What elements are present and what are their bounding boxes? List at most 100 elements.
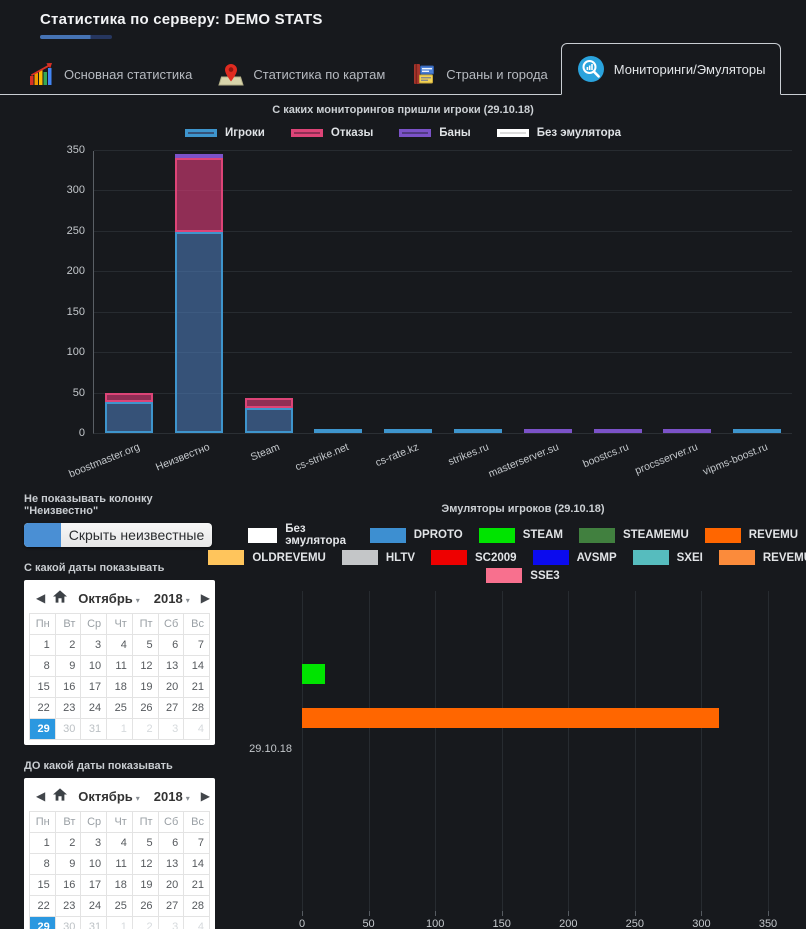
calendar-to-day-2[interactable]: 2	[132, 917, 158, 929]
calendar-from-day-30[interactable]: 30	[55, 719, 81, 739]
legend-item-Игроки[interactable]: Игроки	[184, 127, 265, 139]
legend-item-REVEMU2013[interactable]: REVEMU2013	[718, 550, 806, 565]
calendar-to-day-14[interactable]: 14	[184, 854, 209, 874]
tab-2[interactable]: Статистика по картам	[205, 54, 398, 94]
calendar-from-day-31[interactable]: 31	[81, 719, 107, 739]
calendar-from-day-16[interactable]: 16	[55, 677, 81, 697]
calendar-to-day-18[interactable]: 18	[107, 875, 132, 895]
legend-item-Без эмулятора[interactable]: Без эмулятора	[248, 523, 354, 547]
calendar-from-day-7[interactable]: 7	[184, 635, 209, 655]
calendar-from-day-24[interactable]: 24	[81, 698, 107, 718]
calendar-from-month-select[interactable]: Октябрь ▾	[78, 591, 140, 606]
calendar-to-day-24[interactable]: 24	[81, 896, 107, 916]
calendar-from-day-8[interactable]: 8	[30, 656, 55, 676]
calendar-to-day-4[interactable]: 4	[107, 833, 132, 853]
calendar-from-day-4[interactable]: 4	[184, 719, 209, 739]
calendar-from-day-20[interactable]: 20	[158, 677, 184, 697]
calendar-to-month-select[interactable]: Октябрь ▾	[78, 789, 140, 804]
calendar-from-day-2[interactable]: 2	[55, 635, 81, 655]
calendar-from-day-15[interactable]: 15	[30, 677, 55, 697]
calendar-from-day-3[interactable]: 3	[158, 719, 184, 739]
calendar-to-prev-button[interactable]: ◀	[32, 789, 49, 803]
calendar-to-day-7[interactable]: 7	[184, 833, 209, 853]
legend-item-Отказы[interactable]: Отказы	[290, 127, 373, 139]
calendar-from-day-12[interactable]: 12	[132, 656, 158, 676]
calendar-to-day-28[interactable]: 28	[184, 896, 209, 916]
legend-item-Без эмулятора[interactable]: Без эмулятора	[496, 127, 621, 139]
calendar-from-day-23[interactable]: 23	[55, 698, 81, 718]
calendar-from-day-25[interactable]: 25	[107, 698, 132, 718]
legend-item-SSE3[interactable]: SSE3	[486, 568, 560, 583]
calendar-from-day-27[interactable]: 27	[158, 698, 184, 718]
calendar-to-day-5[interactable]: 5	[132, 833, 158, 853]
calendar-from-day-11[interactable]: 11	[107, 656, 132, 676]
calendar-to-day-10[interactable]: 10	[81, 854, 107, 874]
legend-item-Баны[interactable]: Баны	[399, 127, 471, 139]
calendar-to-day-26[interactable]: 26	[132, 896, 158, 916]
calendar-to-day-11[interactable]: 11	[107, 854, 132, 874]
calendar-from-day-3[interactable]: 3	[81, 635, 107, 655]
calendar-to-day-17[interactable]: 17	[81, 875, 107, 895]
calendar-from-prev-button[interactable]: ◀	[32, 591, 49, 605]
tab-3[interactable]: Страны и города	[398, 54, 561, 94]
legend-item-OLDREVEMU[interactable]: OLDREVEMU	[208, 550, 326, 565]
calendar-from-next-button[interactable]: ▶	[197, 591, 214, 605]
calendar-from-day-2[interactable]: 2	[132, 719, 158, 739]
calendar-to-day-3[interactable]: 3	[81, 833, 107, 853]
calendar-to-day-19[interactable]: 19	[132, 875, 158, 895]
calendar-from-day-6[interactable]: 6	[158, 635, 184, 655]
hide-unknown-button[interactable]: Скрыть неизвестные	[24, 523, 212, 547]
calendar-from-day-28[interactable]: 28	[184, 698, 209, 718]
tab-4[interactable]: Мониторинги/Эмуляторы	[560, 43, 782, 95]
calendar-from-day-9[interactable]: 9	[55, 656, 81, 676]
calendar-from-day-1[interactable]: 1	[30, 635, 55, 655]
calendar-from-day-17[interactable]: 17	[81, 677, 107, 697]
legend-item-REVEMU[interactable]: REVEMU	[704, 527, 798, 543]
tab-1[interactable]: Основная статистика	[16, 54, 205, 94]
calendar-from-day-29[interactable]: 29	[30, 719, 55, 739]
calendar-to-day-27[interactable]: 27	[158, 896, 184, 916]
legend-item-DPROTO[interactable]: DPROTO	[369, 527, 463, 543]
legend-item-STEAM[interactable]: STEAM	[478, 527, 563, 543]
calendar-to-day-29[interactable]: 29	[30, 917, 55, 929]
calendar-to-home-button[interactable]	[49, 788, 71, 804]
calendar-from-day-4[interactable]: 4	[107, 635, 132, 655]
calendar-from-day-19[interactable]: 19	[132, 677, 158, 697]
calendar-to-day-1[interactable]: 1	[107, 917, 132, 929]
calendar-to-day-9[interactable]: 9	[55, 854, 81, 874]
legend-item-AVSMP[interactable]: AVSMP	[532, 550, 617, 565]
calendar-to-day-2[interactable]: 2	[55, 833, 81, 853]
calendar-from-day-10[interactable]: 10	[81, 656, 107, 676]
calendar-to-next-button[interactable]: ▶	[197, 789, 214, 803]
calendar-to-day-22[interactable]: 22	[30, 896, 55, 916]
legend-item-SXEI[interactable]: SXEI	[632, 550, 703, 565]
calendar-to-day-15[interactable]: 15	[30, 875, 55, 895]
calendar-to-year-select[interactable]: 2018 ▾	[154, 789, 190, 804]
calendar-to-day-12[interactable]: 12	[132, 854, 158, 874]
calendar-to-day-31[interactable]: 31	[81, 917, 107, 929]
calendar-to-day-13[interactable]: 13	[158, 854, 184, 874]
calendar-from-day-5[interactable]: 5	[132, 635, 158, 655]
legend-item-HLTV[interactable]: HLTV	[341, 550, 415, 565]
calendar-from-home-button[interactable]	[49, 590, 71, 606]
calendar-to-day-20[interactable]: 20	[158, 875, 184, 895]
calendar-from-day-1[interactable]: 1	[107, 719, 132, 739]
calendar-to-day-25[interactable]: 25	[107, 896, 132, 916]
legend-item-STEAMEMU[interactable]: STEAMEMU	[578, 527, 689, 543]
calendar-to-day-21[interactable]: 21	[184, 875, 209, 895]
calendar-from-year-select[interactable]: 2018 ▾	[154, 591, 190, 606]
calendar-to-day-23[interactable]: 23	[55, 896, 81, 916]
calendar-to-day-30[interactable]: 30	[55, 917, 81, 929]
calendar-from-day-18[interactable]: 18	[107, 677, 132, 697]
calendar-from-day-21[interactable]: 21	[184, 677, 209, 697]
calendar-to-day-1[interactable]: 1	[30, 833, 55, 853]
legend-item-SC2009[interactable]: SC2009	[431, 550, 517, 565]
calendar-from-day-13[interactable]: 13	[158, 656, 184, 676]
calendar-to-day-6[interactable]: 6	[158, 833, 184, 853]
calendar-to-day-3[interactable]: 3	[158, 917, 184, 929]
calendar-from-day-22[interactable]: 22	[30, 698, 55, 718]
calendar-from-day-26[interactable]: 26	[132, 698, 158, 718]
calendar-to-day-4[interactable]: 4	[184, 917, 209, 929]
calendar-from-day-14[interactable]: 14	[184, 656, 209, 676]
calendar-to-day-16[interactable]: 16	[55, 875, 81, 895]
